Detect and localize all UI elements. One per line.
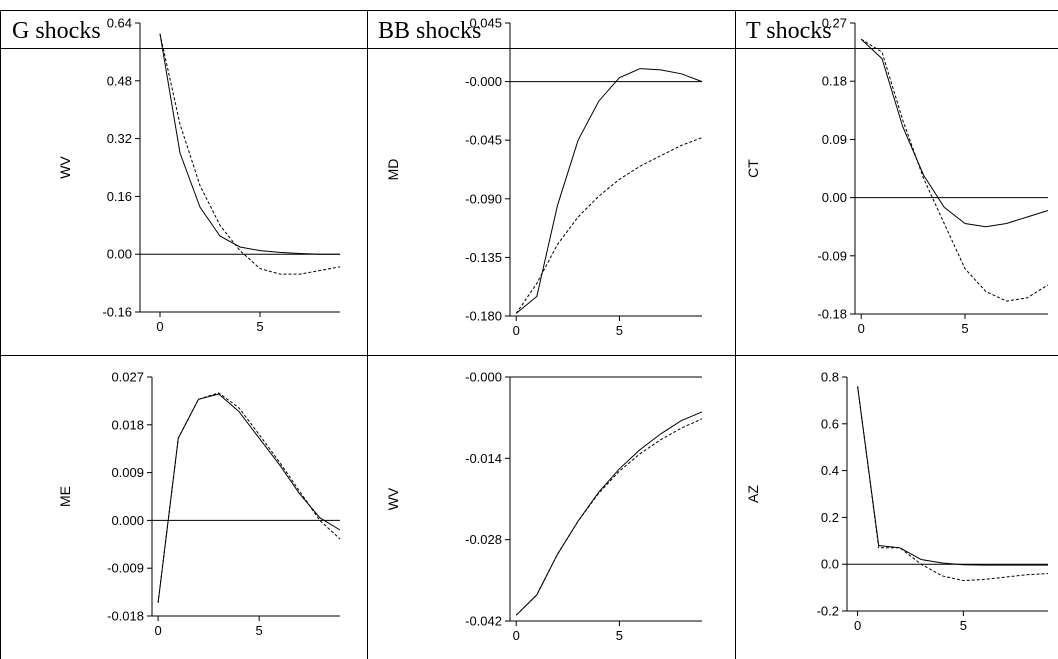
y-tick-label: -0.16: [102, 305, 132, 320]
y-tick-label: 0.0: [821, 557, 839, 572]
y-tick-label: -0.180: [465, 309, 502, 324]
y-axis-label: ME: [57, 486, 73, 507]
table-rule-col2: [735, 10, 736, 659]
y-tick-label: 0.018: [111, 417, 144, 432]
y-tick-label: -0.135: [465, 250, 502, 265]
series-line-dashed: [857, 386, 1049, 582]
y-tick-label: 0.045: [469, 16, 502, 31]
table-rule-left: [0, 10, 1, 659]
y-tick-label: -0.018: [107, 609, 144, 624]
x-tick-label: 0: [513, 628, 520, 643]
table-rule-col1: [367, 10, 368, 659]
y-tick-label: 0.2: [821, 510, 839, 525]
y-tick-label: 0.6: [821, 416, 839, 431]
chart-panel-bb-md: 0.045 -0.000 -0.045 -0.090 -0.135 -0.180 0 5 MD: [385, 16, 703, 338]
y-tick-label: 0.00: [107, 247, 132, 262]
y-tick-label: -0.028: [465, 532, 502, 547]
y-axis-label: WV: [385, 487, 401, 510]
y-tick-label: 0.18: [822, 74, 847, 89]
y-tick-label: 0.09: [822, 132, 847, 147]
y-tick-label: 0.48: [107, 73, 132, 88]
y-tick-label: -0.045: [465, 133, 502, 148]
series-line-solid: [515, 68, 703, 314]
series-line-dashed: [515, 418, 703, 616]
y-axis-label: AZ: [745, 485, 761, 503]
chart-panel-t-ct: 0.27 0.18 0.09 0.00 -0.09 -0.18 0 5 CT: [745, 16, 1049, 336]
y-tick-label: -0.09: [817, 248, 847, 263]
y-tick-label: 0.00: [822, 190, 847, 205]
y-axis-label: CT: [745, 159, 761, 178]
chart-panel-t-az: 0.8 0.6 0.4 0.2 0.0 -0.2 0 5 AZ: [745, 370, 1049, 633]
column-header-bb: BB shocks: [378, 18, 482, 44]
x-tick-label: 0: [858, 321, 865, 336]
y-tick-label: 0.27: [822, 16, 847, 31]
x-tick-label: 0: [156, 319, 163, 334]
y-tick-label: 0.027: [111, 370, 144, 385]
y-tick-label: -0.000: [465, 370, 502, 385]
x-tick-label: 0: [154, 623, 161, 638]
y-tick-label: -0.042: [465, 614, 502, 629]
y-tick-label: 0.4: [821, 463, 839, 478]
x-tick-label: 5: [960, 618, 967, 633]
x-tick-label: 5: [961, 321, 968, 336]
table-rule-header: [0, 48, 1058, 49]
series-line-solid: [515, 411, 703, 616]
x-tick-label: 0: [854, 618, 861, 633]
column-header-g: G shocks: [12, 18, 101, 44]
y-tick-label: -0.090: [465, 191, 502, 206]
x-tick-label: 5: [256, 623, 263, 638]
series-line-dashed: [860, 38, 1049, 302]
series-line-dashed: [159, 33, 341, 275]
chart-panel-g-me: 0.027 0.018 0.009 0.000 -0.009 -0.018 0 5 ME: [57, 370, 341, 638]
table-rule-top: [0, 10, 1058, 11]
x-tick-label: 5: [616, 628, 623, 643]
series-line-solid: [860, 38, 1049, 228]
series-line-solid: [159, 33, 340, 255]
column-header-t: T shocks: [746, 18, 832, 44]
series-line-dashed: [515, 137, 703, 314]
y-tick-label: 0.009: [111, 465, 144, 480]
x-tick-label: 5: [256, 319, 263, 334]
table-rule-middle: [0, 355, 1058, 356]
y-tick-label: 0.16: [107, 189, 132, 204]
y-tick-label: -0.014: [465, 451, 502, 466]
y-tick-label: -0.009: [107, 561, 144, 576]
y-tick-label: -0.2: [817, 604, 839, 619]
y-tick-label: 0.64: [107, 16, 132, 31]
y-tick-label: 0.8: [821, 370, 839, 385]
y-axis-label: WV: [57, 156, 73, 179]
chart-panel-g-wv: 0.64 0.48 0.32 0.16 0.00 -0.16 0 5 WV: [57, 16, 341, 334]
y-tick-label: -0.000: [465, 74, 502, 89]
x-tick-label: 0: [513, 323, 520, 338]
y-tick-label: -0.18: [817, 307, 847, 322]
y-tick-label: 0.32: [107, 131, 132, 146]
y-axis-label: MD: [385, 159, 401, 181]
chart-panel-bb-wv: -0.000 -0.014 -0.028 -0.042 0 5 WV: [385, 370, 703, 643]
x-tick-label: 5: [616, 323, 623, 338]
series-line-solid: [857, 386, 1048, 566]
series-line-dashed: [157, 392, 341, 603]
y-tick-label: 0.000: [111, 513, 144, 528]
